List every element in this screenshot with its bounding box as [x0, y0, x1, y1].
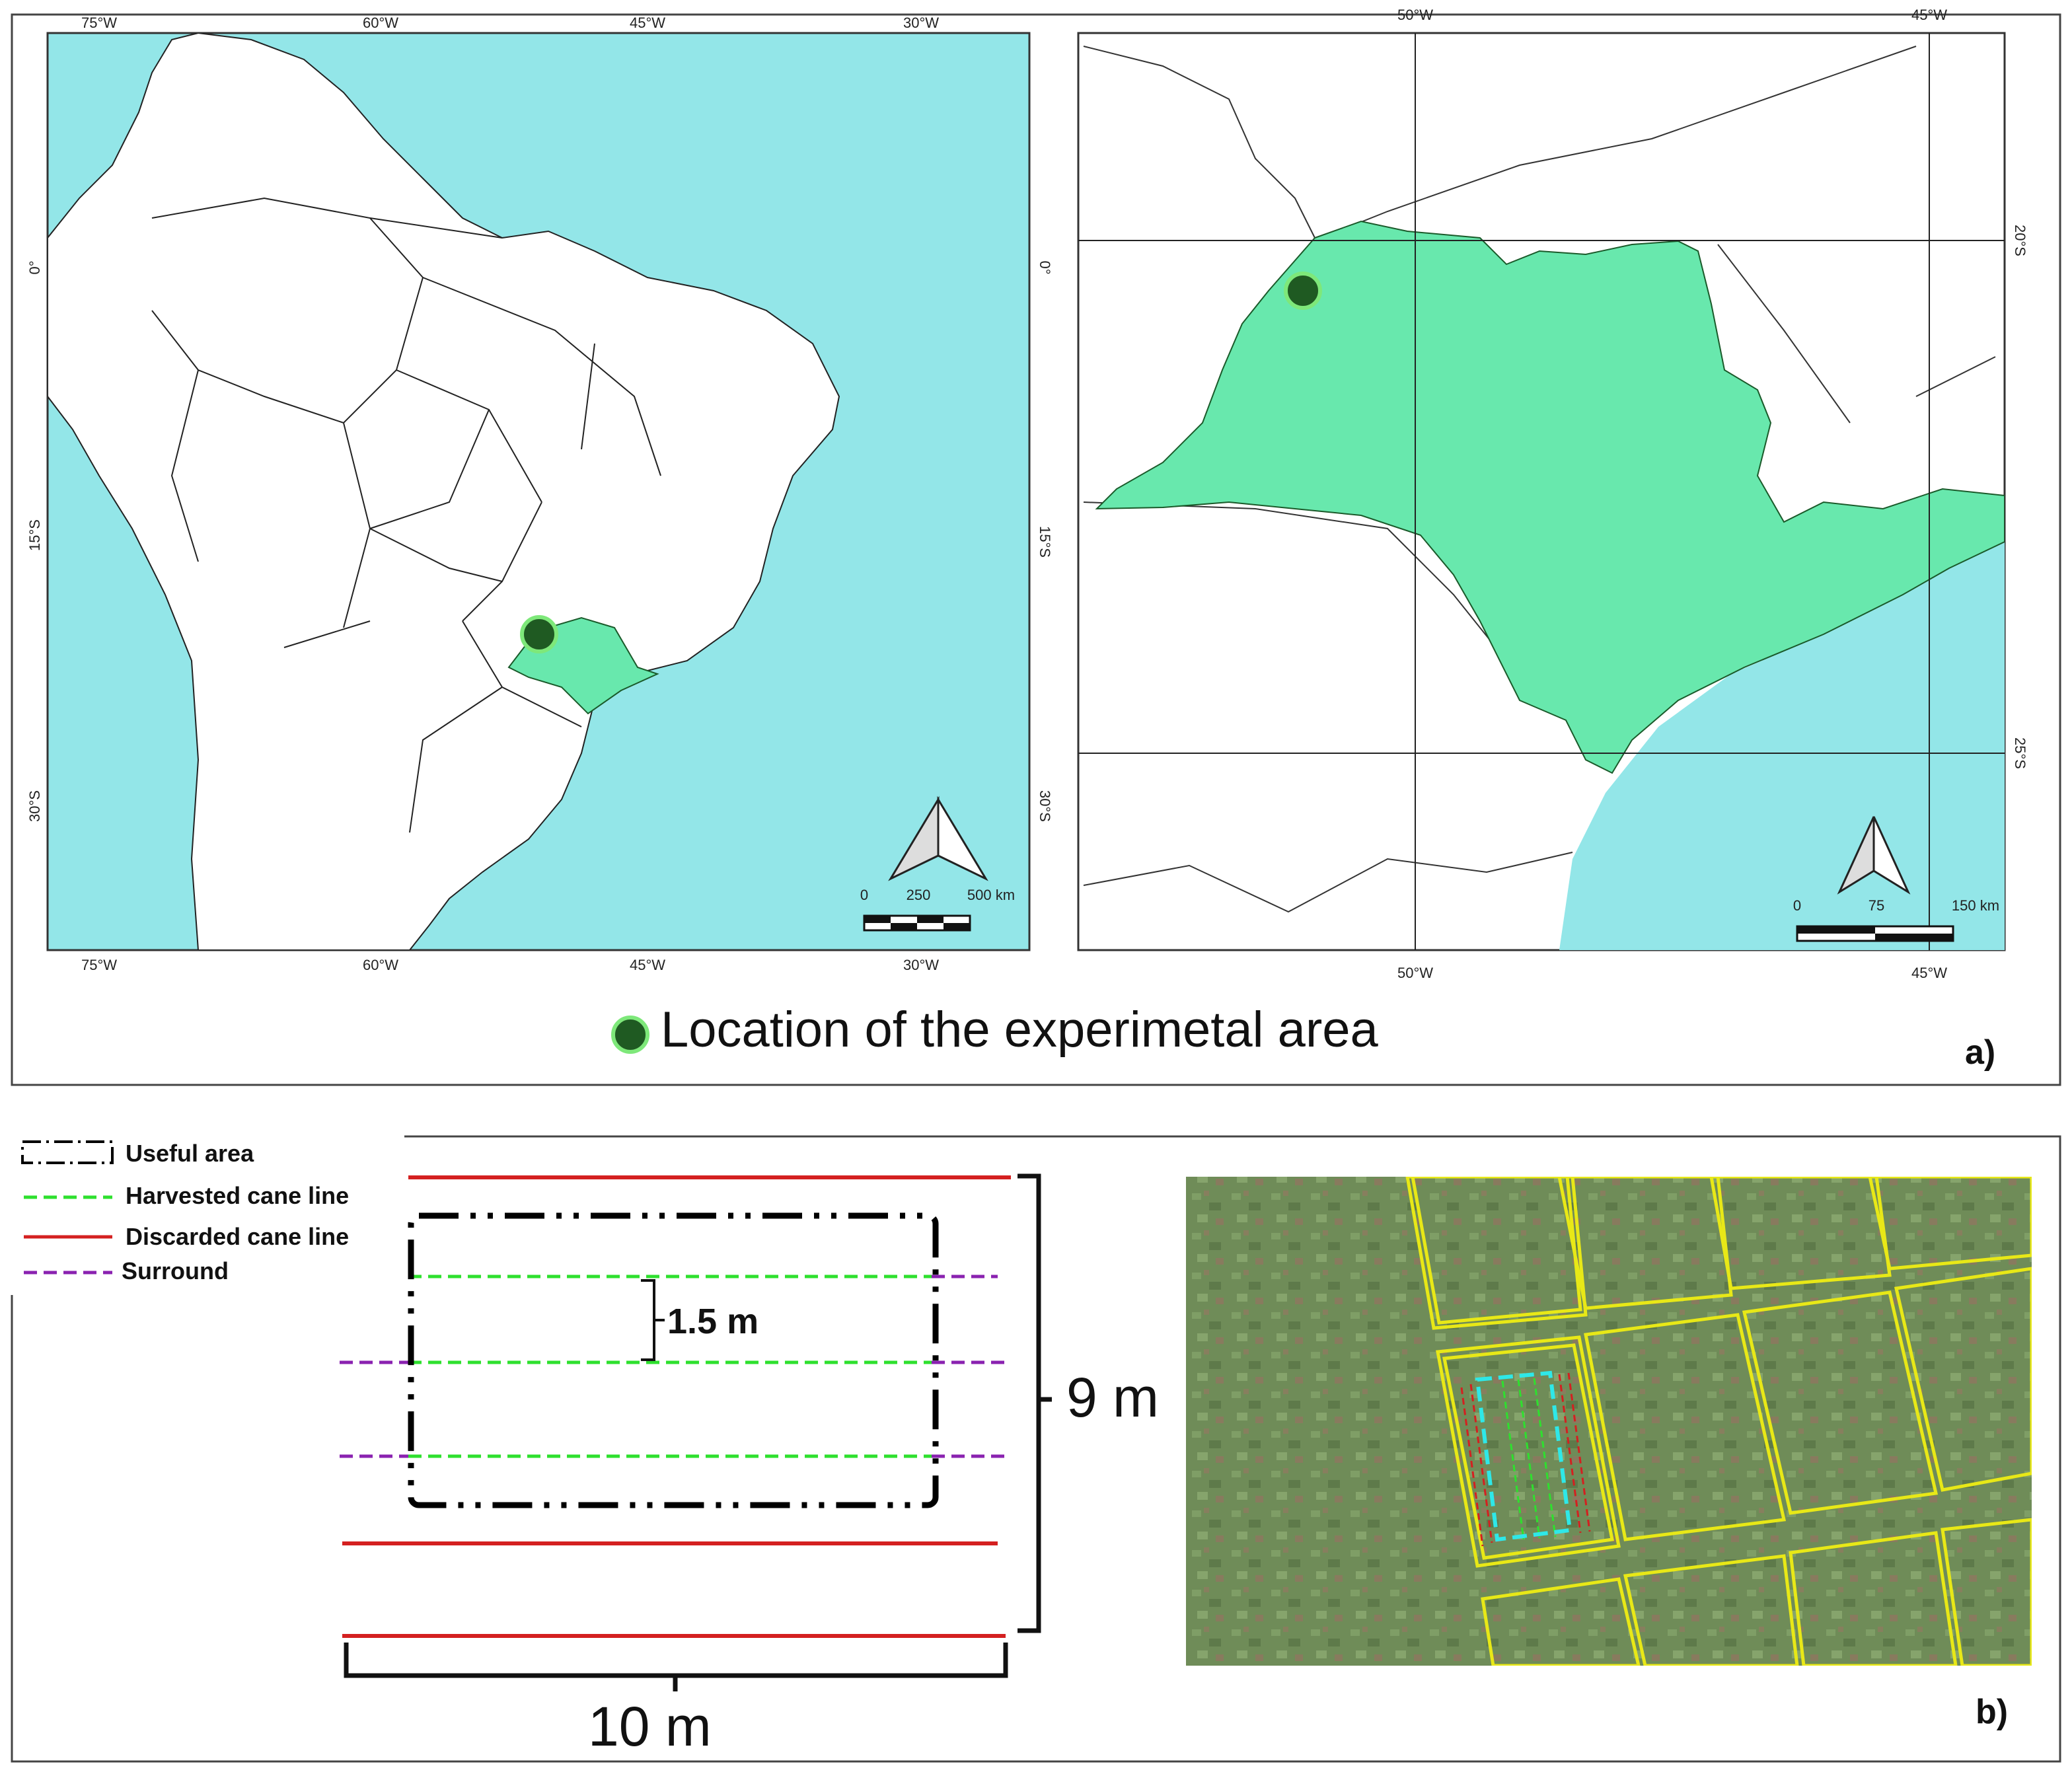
tick-label: 60°W — [363, 15, 398, 31]
plot-grid-outlines — [1405, 1177, 2032, 1666]
legend-label: Location of the experimetal area — [661, 1002, 1379, 1058]
legend-item-harvested: Harvested cane line — [24, 1182, 349, 1209]
tick-label: 75°W — [81, 15, 117, 31]
tick-label: 50°W — [1397, 965, 1433, 981]
legend-label: Harvested cane line — [126, 1182, 349, 1209]
photo-cane-lines — [1460, 1370, 1591, 1547]
spacing-bracket — [641, 1279, 665, 1361]
south-america-landmass — [48, 33, 840, 950]
tick-label: 30°W — [903, 15, 939, 31]
legend-item-discarded: Discarded cane line — [24, 1223, 349, 1250]
scale-bar-left: 0 250 500 km — [860, 887, 1015, 932]
tick-label: 30°S — [26, 790, 43, 822]
tick-label: 60°W — [363, 957, 398, 973]
photo-useful-area — [1475, 1370, 1572, 1542]
tick-label: 25°S — [2012, 737, 2028, 769]
tick-label: 15°S — [26, 519, 43, 551]
panel-b-label: b) — [1976, 1693, 2008, 1731]
tick-label: 0° — [26, 260, 43, 274]
tick-label: 45°W — [1911, 965, 1947, 981]
plot-schematic: 1.5 m 9 m 10 m — [340, 1173, 1159, 1758]
tick-label: 50°W — [1397, 7, 1433, 23]
legend-item-surround: Surround — [24, 1257, 229, 1284]
tick-label: 45°W — [1911, 7, 1947, 23]
tick-label: 15°S — [1037, 526, 1053, 558]
north-arrow-icon — [1837, 816, 1911, 895]
state-borders — [1083, 46, 1996, 913]
left-map-top-ticks: 75°W 60°W 45°W 30°W — [81, 15, 939, 31]
panel-a-legend: Location of the experimetal area — [611, 1002, 1379, 1058]
left-map-side-ticks: 0° 15°S 30°S — [26, 260, 43, 822]
tick-label: 45°W — [630, 957, 665, 973]
scale-label: 75 — [1868, 897, 1884, 914]
panel-a-frame — [11, 13, 2061, 1086]
width-bracket — [344, 1643, 1008, 1691]
useful-area-outline — [408, 1212, 939, 1508]
location-marker-right — [1284, 272, 1322, 310]
location-marker-left — [520, 615, 558, 653]
scale-label: 250 — [906, 887, 931, 903]
panel-b-frame — [11, 1135, 2061, 1763]
panel-b-legend: Useful area Harvested cane line Discarde… — [21, 1140, 349, 1284]
panel-a-label: a) — [1965, 1033, 1995, 1072]
graticule — [1078, 33, 2005, 950]
tick-label: 75°W — [81, 957, 117, 973]
tick-label: 30°W — [903, 957, 939, 973]
legend-label: Useful area — [126, 1140, 254, 1167]
scale-bar-right: 0 75 150 km — [1793, 897, 1999, 942]
tick-label: 30°S — [1037, 790, 1053, 822]
scale-label: 150 km — [1952, 897, 1999, 914]
width-label: 10 m — [588, 1695, 712, 1758]
tick-label: 0° — [1037, 260, 1053, 274]
map-south-america: 75°W 60°W 45°W 30°W 75°W 60°W 45°W 30°W … — [26, 15, 1031, 973]
height-bracket — [1018, 1173, 1052, 1633]
legend-marker-icon — [611, 1016, 649, 1054]
legend-label: Surround — [122, 1257, 229, 1284]
crop-field — [1186, 1177, 2032, 1666]
legend-label: Discarded cane line — [126, 1223, 349, 1250]
left-map-bottom-ticks: 75°W 60°W 45°W 30°W — [81, 957, 939, 973]
scale-label: 0 — [1793, 897, 1801, 914]
scale-label: 500 km — [967, 887, 1015, 903]
sao-paulo-state — [1095, 220, 2005, 774]
scale-label: 0 — [860, 887, 868, 903]
height-label: 9 m — [1066, 1366, 1159, 1428]
tick-label: 20°S — [2012, 225, 2028, 256]
map-sao-paulo: 50°W 45°W 50°W 45°W 0° 15°S 30°S 20°S 25… — [1037, 7, 2028, 981]
tick-label: 45°W — [630, 15, 665, 31]
country-borders — [151, 197, 661, 833]
right-map-ticks: 50°W 45°W 50°W 45°W 0° 15°S 30°S 20°S 25… — [1037, 7, 2028, 981]
legend-item-useful-area: Useful area — [21, 1140, 254, 1167]
north-arrow-icon — [888, 796, 988, 881]
spacing-label: 1.5 m — [667, 1302, 758, 1341]
right-map-ocean — [1559, 502, 2005, 950]
aerial-photo — [1186, 1177, 2032, 1666]
